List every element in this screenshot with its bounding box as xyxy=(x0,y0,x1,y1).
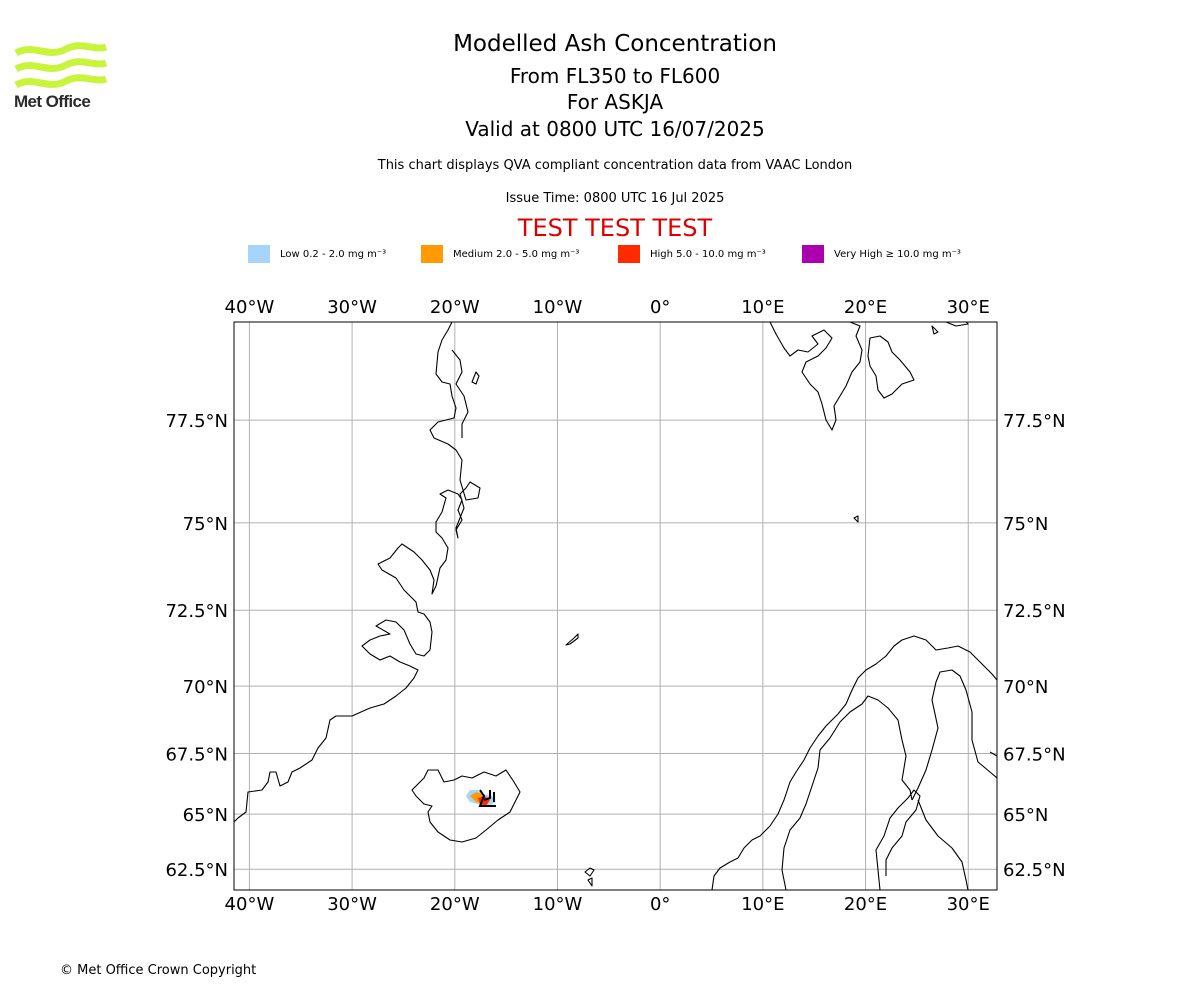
lon-tick-label-bottom: 20°W xyxy=(430,894,480,915)
chart-title: Modelled Ash Concentration xyxy=(453,31,777,57)
legend-label-very-high: Very High ≥ 10.0 mg m⁻³ xyxy=(834,248,961,260)
svalbard-north-isle xyxy=(931,322,969,335)
lat-tick-label-left: 77.5°N xyxy=(165,411,228,432)
map-frame xyxy=(233,321,998,891)
lat-tick-label-left: 62.5°N xyxy=(165,860,228,881)
finland-coast xyxy=(917,799,969,890)
sweden-norway-border xyxy=(781,695,913,890)
russia-coast xyxy=(989,751,997,757)
met-office-logo-icon xyxy=(14,42,108,89)
greenland-inlet xyxy=(451,349,469,438)
map-grid xyxy=(234,322,997,890)
gulf-of-bothnia xyxy=(875,789,921,890)
svalbard-west xyxy=(769,322,863,431)
svalbard-east xyxy=(867,335,915,399)
legend-swatch-very-high xyxy=(802,245,824,263)
lon-tick-label-bottom: 10°W xyxy=(533,894,583,915)
legend-label-medium: Medium 2.0 - 5.0 mg m⁻³ xyxy=(453,248,580,260)
lat-tick-label-right: 77.5°N xyxy=(1003,411,1066,432)
lat-tick-label-right: 62.5°N xyxy=(1003,860,1066,881)
volcano-name: For ASKJA xyxy=(566,90,664,114)
ash-outline xyxy=(478,789,496,807)
legend-label-high: High 5.0 - 10.0 mg m⁻³ xyxy=(650,248,766,260)
lat-tick-label-right: 65°N xyxy=(1003,805,1048,826)
legend-item-very-high: Very High ≥ 10.0 mg m⁻³ xyxy=(802,245,961,263)
lat-tick-label-right: 72.5°N xyxy=(1003,601,1066,622)
lat-tick-label-right: 75°N xyxy=(1003,514,1048,535)
lon-tick-label-top: 0° xyxy=(650,297,670,318)
legend-label-low: Low 0.2 - 2.0 mg m⁻³ xyxy=(280,248,387,260)
finland-border xyxy=(911,669,997,801)
lon-tick-label-bottom: 30°E xyxy=(947,894,990,915)
lon-tick-label-top: 30°E xyxy=(947,297,990,318)
ash-plume xyxy=(466,789,496,807)
greenland-coast xyxy=(234,322,481,823)
lat-tick-label-left: 75°N xyxy=(183,514,228,535)
legend-swatch-high xyxy=(618,245,640,263)
lon-tick-label-bottom: 10°E xyxy=(741,894,784,915)
lon-tick-label-top: 40°W xyxy=(225,297,275,318)
legend-item-medium: Medium 2.0 - 5.0 mg m⁻³ xyxy=(421,245,579,263)
norway-coast xyxy=(711,635,997,890)
logo-text: Met Office xyxy=(14,92,91,111)
legend-swatch-medium xyxy=(421,245,443,263)
lat-tick-label-left: 67.5°N xyxy=(165,744,228,765)
map-tick-labels: 40°W 40°W 30°W 30°W 20°W 20°W 10°W 10°W 0° 0° 10°E… xyxy=(165,297,1065,915)
faroe-islands xyxy=(584,867,595,887)
greenland-island xyxy=(471,371,480,385)
test-banner: TEST TEST TEST xyxy=(517,214,713,242)
valid-time: Valid at 0800 UTC 16/07/2025 xyxy=(465,117,765,141)
lon-tick-label-bottom: 40°W xyxy=(225,894,275,915)
lon-tick-label-bottom: 20°E xyxy=(844,894,887,915)
lon-tick-label-top: 10°W xyxy=(533,297,583,318)
lon-tick-label-top: 20°W xyxy=(430,297,480,318)
issue-time: Issue Time: 0800 UTC 16 Jul 2025 xyxy=(505,191,725,206)
lat-tick-label-right: 67.5°N xyxy=(1003,744,1066,765)
bear-island xyxy=(853,515,859,523)
lon-tick-label-bottom: 30°W xyxy=(327,894,377,915)
lat-tick-label-left: 72.5°N xyxy=(165,601,228,622)
lat-tick-label-left: 70°N xyxy=(183,677,228,698)
compliance-note: This chart displays QVA compliant concen… xyxy=(377,158,853,173)
lon-tick-label-top: 30°W xyxy=(327,297,377,318)
lon-tick-label-bottom: 0° xyxy=(650,894,670,915)
lat-tick-label-left: 65°N xyxy=(183,805,228,826)
jan-mayen xyxy=(565,633,579,646)
iceland xyxy=(411,769,521,843)
legend-item-low: Low 0.2 - 2.0 mg m⁻³ xyxy=(248,245,386,263)
flight-levels: From FL350 to FL600 xyxy=(509,64,721,88)
legend-swatch-low xyxy=(248,245,270,263)
lon-tick-label-top: 10°E xyxy=(741,297,784,318)
lon-tick-label-top: 20°E xyxy=(844,297,887,318)
lat-tick-label-right: 70°N xyxy=(1003,677,1048,698)
copyright-text: © Met Office Crown Copyright xyxy=(60,963,257,978)
coastlines xyxy=(234,322,997,890)
legend-item-high: High 5.0 - 10.0 mg m⁻³ xyxy=(618,245,766,263)
